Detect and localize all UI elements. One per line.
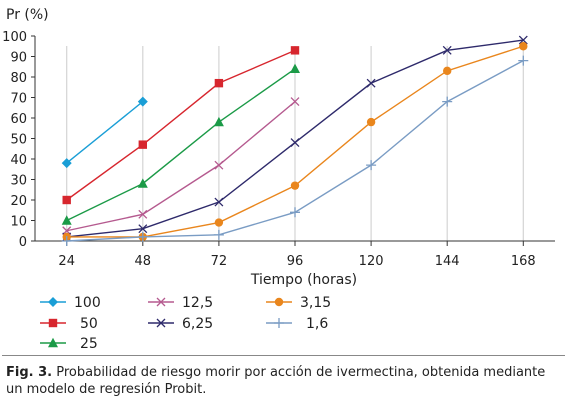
legend-marker	[48, 337, 58, 348]
data-point	[518, 55, 529, 66]
y-tick-label: 100	[2, 30, 27, 45]
data-point	[442, 96, 453, 107]
data-point	[290, 181, 300, 190]
legend-item-0: 100	[40, 295, 101, 311]
legend-marker	[156, 297, 166, 307]
grid-lines	[66, 46, 524, 241]
data-point	[519, 42, 528, 51]
series-1	[62, 46, 300, 205]
y-tick-label: 0	[19, 235, 27, 250]
data-point	[290, 207, 300, 218]
data-point	[213, 229, 224, 240]
data-point	[61, 158, 72, 169]
legend-item-1: 50	[40, 316, 98, 332]
data-point	[290, 46, 300, 55]
data-point	[366, 160, 377, 171]
data-point	[366, 117, 376, 127]
y-tick-label: 70	[10, 92, 27, 107]
data-point	[138, 140, 148, 149]
figure-caption: Fig. 3. Probabilidad de riesgo morir por…	[6, 364, 562, 398]
y-tick-label: 30	[10, 174, 27, 189]
data-point	[290, 138, 300, 148]
legend-marker	[274, 318, 284, 328]
legend-label: 12,5	[182, 295, 213, 311]
y-tick-label: 50	[10, 133, 27, 148]
caption-text: Probabilidad de riesgo morir por acción …	[6, 365, 546, 397]
data-point	[214, 197, 224, 207]
legend-item-6: 1,6	[266, 316, 328, 332]
series-line	[66, 49, 296, 201]
legend-label: 50	[80, 316, 98, 332]
data-point	[518, 35, 528, 45]
data-point	[138, 224, 148, 234]
y-tick-label: 80	[10, 71, 27, 86]
series-line	[66, 68, 296, 222]
x-tick-label: 48	[135, 254, 152, 269]
series-line	[66, 101, 296, 232]
legend-item-5: 3,15	[266, 295, 331, 311]
y-axis-title: Pr (%)	[6, 7, 49, 23]
x-tick-label: 24	[58, 254, 75, 269]
legend-label: 3,15	[300, 295, 331, 311]
data-point	[61, 215, 72, 225]
legend-label: 25	[80, 336, 98, 352]
legend-marker	[48, 318, 58, 328]
legend-item-2: 25	[40, 336, 98, 352]
legend-marker	[156, 318, 166, 328]
data-point	[214, 218, 224, 227]
series-0	[61, 96, 148, 169]
data-point	[138, 209, 148, 219]
y-tick-label: 10	[10, 215, 27, 230]
legend-marker	[274, 297, 284, 307]
data-point	[366, 78, 376, 88]
x-tick-label: 72	[211, 254, 228, 269]
caption-divider	[2, 355, 565, 356]
data-point	[137, 231, 148, 242]
data-point	[442, 45, 452, 55]
legend-label: 1,6	[306, 316, 328, 332]
y-tick-label: 60	[10, 112, 27, 127]
series-6	[61, 55, 529, 246]
data-point	[137, 178, 148, 188]
data-point	[213, 116, 224, 127]
axes: 0 10 20 30 40 50 60 70 80 90 100 24 48 72 96 120 144 168	[2, 30, 555, 269]
data-point	[137, 96, 148, 107]
series	[61, 35, 529, 246]
legend: 100 50 25 12,5 6,25 3,15 1,6	[40, 295, 331, 352]
y-tick-label: 40	[10, 153, 27, 168]
legend-label: 6,25	[182, 316, 213, 332]
series-3	[62, 97, 300, 236]
data-point	[214, 78, 224, 88]
x-tick-label: 96	[287, 254, 304, 269]
x-axis-title: Tiempo (horas)	[250, 272, 357, 288]
y-tick-label: 90	[10, 51, 27, 66]
legend-label: 100	[74, 295, 101, 311]
legend-item-4: 6,25	[148, 316, 213, 332]
legend-marker	[48, 297, 58, 307]
data-point	[290, 97, 300, 107]
series-2	[61, 63, 300, 225]
x-tick-label: 144	[435, 254, 460, 269]
y-tick-label: 20	[10, 194, 27, 209]
legend-item-3: 12,5	[148, 295, 213, 311]
data-point	[62, 195, 71, 205]
caption-label: Fig. 3.	[6, 365, 53, 380]
data-point	[214, 160, 224, 170]
data-point	[290, 63, 300, 73]
x-tick-label: 120	[359, 254, 384, 269]
data-point	[61, 236, 72, 246]
x-tick-label: 168	[511, 254, 536, 269]
data-point	[442, 66, 452, 76]
series-line	[66, 101, 144, 164]
